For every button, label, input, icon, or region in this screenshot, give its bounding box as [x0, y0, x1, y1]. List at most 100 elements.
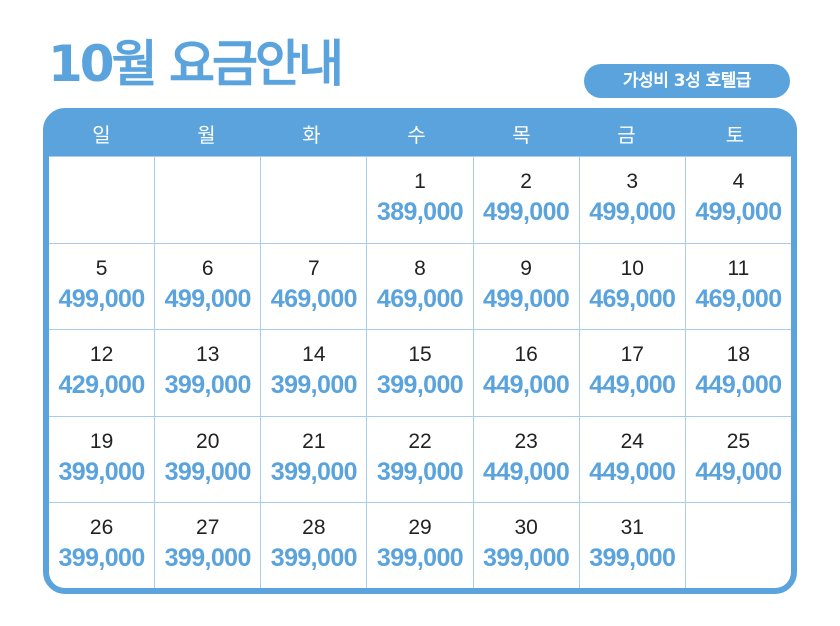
- rate-calendar: 일 월 화 수 목 금 토 1 389,000 2 499,000 3 499,000 4 4…: [43, 108, 797, 594]
- day-price: 469,000: [270, 284, 358, 313]
- weekday-sun: 일: [92, 123, 111, 147]
- day-price: 499,000: [695, 198, 782, 226]
- day-price: 399,000: [589, 544, 676, 573]
- day-price: 399,000: [164, 371, 252, 400]
- day-number: 15: [408, 343, 432, 367]
- day-price: 499,000: [164, 284, 252, 313]
- day-cell: 10 469,000: [579, 243, 685, 330]
- day-price: 469,000: [695, 284, 782, 313]
- day-number: 29: [408, 516, 432, 540]
- day-number: 18: [726, 343, 751, 367]
- day-number: 25: [726, 429, 751, 453]
- day-cell: 2 499,000: [473, 157, 579, 243]
- day-cell: 13 399,000: [155, 330, 261, 416]
- day-price: 399,000: [376, 544, 464, 573]
- day-number: 27: [196, 516, 220, 540]
- day-number: 3: [626, 170, 639, 193]
- day-number: 19: [89, 429, 114, 453]
- day-price: 449,000: [695, 457, 782, 486]
- empty-cell: [155, 157, 261, 243]
- day-price: 499,000: [483, 198, 570, 226]
- day-price: 449,000: [483, 371, 570, 400]
- day-price: 389,000: [376, 198, 464, 226]
- day-price: 399,000: [483, 544, 570, 573]
- day-number: 9: [520, 256, 532, 280]
- day-cell: 30 399,000: [473, 503, 579, 588]
- day-cell: 20 399,000: [155, 416, 261, 503]
- day-cell: 14 399,000: [261, 330, 367, 416]
- day-price: 449,000: [589, 457, 676, 486]
- day-cell: 5 499,000: [49, 243, 155, 330]
- weekday-mon: 월: [197, 123, 216, 147]
- day-cell: 9 499,000: [473, 243, 579, 330]
- page-title: 10월 요금안내: [48, 35, 344, 93]
- weekday-wed: 수: [407, 123, 426, 147]
- day-number: 5: [95, 256, 108, 280]
- day-number: 7: [308, 256, 320, 280]
- day-cell: 22 399,000: [367, 416, 473, 503]
- day-cell: 29 399,000: [367, 503, 473, 588]
- day-number: 28: [302, 516, 326, 540]
- day-price: 499,000: [589, 198, 676, 226]
- day-price: 399,000: [270, 371, 358, 400]
- empty-cell: [261, 157, 367, 243]
- day-number: 20: [196, 429, 220, 453]
- day-number: 22: [408, 429, 432, 453]
- day-number: 12: [89, 343, 114, 367]
- day-number: 21: [302, 429, 326, 453]
- day-cell: 19 399,000: [49, 416, 155, 503]
- day-cell: 26 399,000: [49, 503, 155, 588]
- day-price: 399,000: [58, 457, 145, 486]
- day-number: 4: [732, 170, 745, 193]
- day-number: 24: [620, 429, 644, 453]
- day-cell: 16 449,000: [473, 330, 579, 416]
- day-price: 399,000: [376, 371, 464, 400]
- day-number: 26: [89, 516, 114, 540]
- day-price: 469,000: [376, 284, 464, 313]
- day-cell: 15 399,000: [367, 330, 473, 416]
- day-price: 469,000: [589, 284, 676, 313]
- day-price: 449,000: [483, 457, 570, 486]
- day-cell: 28 399,000: [261, 503, 367, 588]
- weekday-tue: 화: [302, 123, 321, 147]
- day-price: 399,000: [58, 544, 145, 573]
- day-cell: 6 499,000: [155, 243, 261, 330]
- day-number: 13: [196, 343, 220, 367]
- day-cell: 11 469,000: [685, 243, 791, 330]
- day-number: 11: [727, 256, 750, 280]
- day-number: 1: [414, 170, 426, 193]
- empty-cell: [685, 503, 791, 588]
- day-price: 449,000: [695, 371, 782, 400]
- day-cell: 18 449,000: [685, 330, 791, 416]
- day-cell: 12 429,000: [49, 330, 155, 416]
- day-number: 17: [620, 343, 644, 367]
- day-cell: 31 399,000: [579, 503, 685, 588]
- day-cell: 23 449,000: [473, 416, 579, 503]
- day-number: 10: [620, 256, 644, 280]
- day-cell: 25 449,000: [685, 416, 791, 503]
- day-price: 399,000: [164, 457, 252, 486]
- day-price: 499,000: [483, 284, 570, 313]
- day-cell: 3 499,000: [579, 157, 685, 243]
- day-cell: 17 449,000: [579, 330, 685, 416]
- weekday-thu: 목: [512, 123, 531, 147]
- weekday-header: 일 월 화 수 목 금 토: [49, 114, 791, 156]
- day-cell: 24 449,000: [579, 416, 685, 503]
- day-price: 399,000: [270, 457, 358, 486]
- day-number: 30: [514, 516, 538, 540]
- day-number: 14: [302, 343, 326, 367]
- day-price: 399,000: [376, 457, 464, 486]
- day-cell: 21 399,000: [261, 416, 367, 503]
- day-number: 31: [620, 516, 644, 540]
- day-cell: 1 389,000: [367, 157, 473, 243]
- day-number: 8: [414, 256, 426, 280]
- day-price: 499,000: [58, 284, 145, 313]
- day-number: 6: [201, 256, 214, 280]
- day-number: 2: [520, 170, 532, 193]
- day-price: 429,000: [58, 371, 145, 400]
- day-price: 399,000: [164, 544, 252, 573]
- day-cell: 4 499,000: [685, 157, 791, 243]
- day-grid: 1 389,000 2 499,000 3 499,000 4 499,000 5 499,000…: [49, 156, 791, 588]
- day-price: 399,000: [270, 544, 358, 573]
- day-cell: 8 469,000: [367, 243, 473, 330]
